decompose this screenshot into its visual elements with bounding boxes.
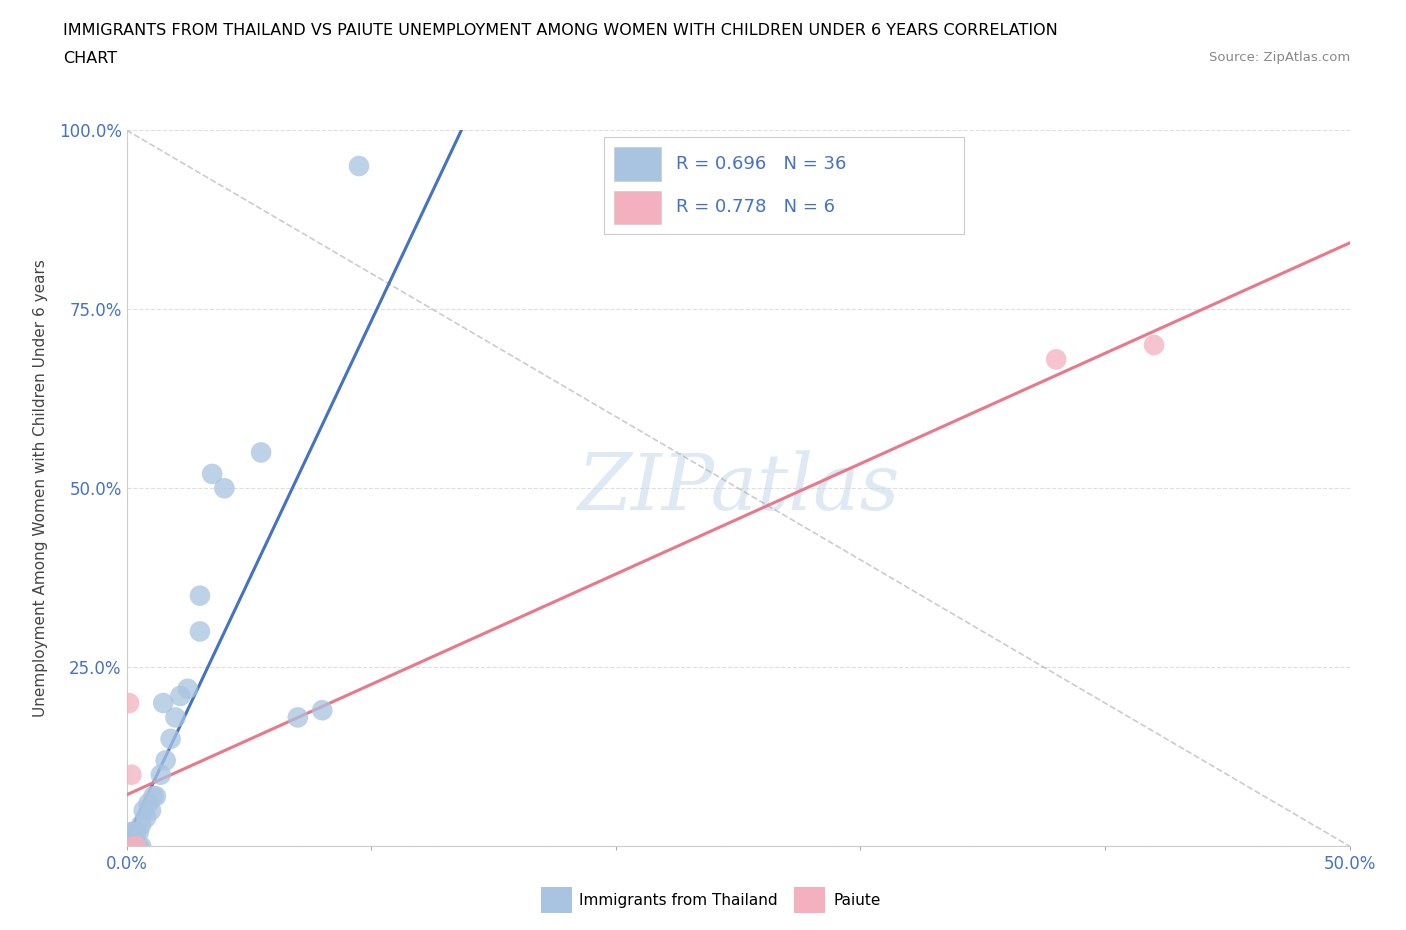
Text: Paiute: Paiute — [834, 893, 882, 908]
Point — [159, 731, 181, 746]
Point — [177, 682, 200, 697]
Point — [118, 839, 141, 854]
Point — [145, 789, 167, 804]
Point — [120, 767, 142, 782]
Point — [169, 688, 191, 703]
Point — [149, 767, 172, 782]
Point — [129, 817, 152, 832]
Point — [122, 831, 145, 846]
Point — [120, 825, 142, 840]
Text: Source: ZipAtlas.com: Source: ZipAtlas.com — [1209, 51, 1350, 64]
Point — [139, 804, 162, 818]
Text: CHART: CHART — [63, 51, 117, 66]
Point — [138, 796, 160, 811]
Y-axis label: Unemployment Among Women with Children Under 6 years: Unemployment Among Women with Children U… — [32, 259, 48, 717]
Point — [287, 710, 309, 724]
Point — [118, 831, 141, 846]
Point — [122, 839, 145, 854]
Point — [128, 839, 150, 854]
Point — [214, 481, 236, 496]
Point — [1143, 338, 1166, 352]
Point — [132, 804, 155, 818]
Point — [125, 839, 148, 854]
Point — [201, 467, 224, 482]
Point — [129, 839, 152, 854]
Point — [142, 789, 165, 804]
Point — [120, 839, 142, 854]
Point — [152, 696, 174, 711]
Point — [188, 624, 211, 639]
Point — [165, 710, 187, 724]
Point — [125, 839, 148, 854]
Point — [120, 831, 142, 846]
Point — [155, 753, 177, 768]
Point — [125, 825, 148, 840]
Point — [122, 839, 145, 854]
Text: IMMIGRANTS FROM THAILAND VS PAIUTE UNEMPLOYMENT AMONG WOMEN WITH CHILDREN UNDER : IMMIGRANTS FROM THAILAND VS PAIUTE UNEMP… — [63, 23, 1059, 38]
Point — [250, 445, 273, 460]
Point — [118, 696, 141, 711]
Text: Immigrants from Thailand: Immigrants from Thailand — [579, 893, 778, 908]
Point — [128, 825, 150, 840]
Text: ZIPatlas: ZIPatlas — [576, 450, 900, 526]
Point — [122, 825, 145, 840]
Point — [347, 159, 370, 174]
Point — [188, 589, 211, 604]
Point — [118, 839, 141, 854]
Point — [135, 810, 157, 825]
Point — [1045, 352, 1067, 366]
Point — [311, 703, 333, 718]
